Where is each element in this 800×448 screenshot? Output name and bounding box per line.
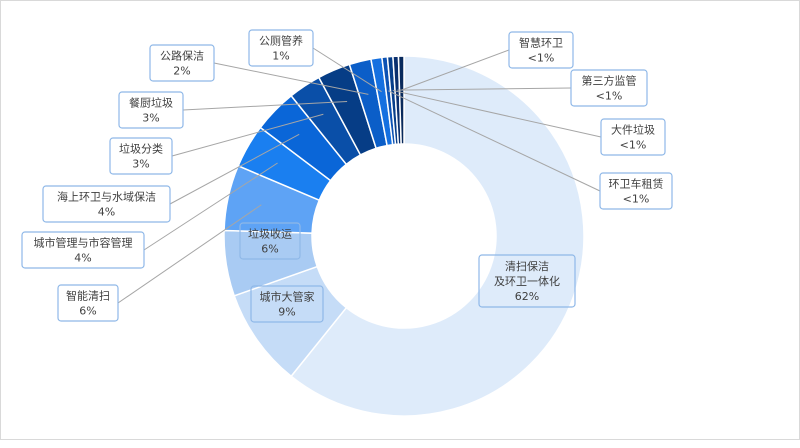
slice-name-label: 海上环卫与水域保洁 bbox=[57, 190, 156, 204]
leader-line-公厕管养 bbox=[312, 47, 382, 93]
label-box bbox=[57, 284, 119, 322]
label-box bbox=[42, 185, 171, 223]
slice-name-label: 智能清扫 bbox=[66, 289, 110, 303]
slice-percent-label: 4% bbox=[74, 252, 91, 265]
label-box bbox=[248, 29, 314, 67]
slice-name-label: 公厕管养 bbox=[259, 34, 303, 48]
slice-name-label: 城市管理与市容管理 bbox=[34, 236, 133, 250]
label-box bbox=[118, 91, 184, 129]
slice-percent-label: 3% bbox=[142, 112, 159, 125]
label-垃圾收运: 垃圾收运 6% bbox=[239, 222, 301, 260]
label-box bbox=[239, 222, 301, 260]
slice-name-label: 清扫保洁 bbox=[505, 259, 549, 273]
slice-percent-label: 62% bbox=[515, 290, 539, 303]
label-box bbox=[600, 118, 666, 156]
slice-清扫保洁及环卫一体化 bbox=[290, 55, 585, 417]
slice-name-label: 智慧环卫 bbox=[519, 36, 563, 50]
label-大件垃圾: 大件垃圾 <1% bbox=[600, 118, 666, 156]
slice-name-label: 垃圾收运 bbox=[248, 227, 292, 241]
slice-percent-label: 3% bbox=[132, 158, 149, 171]
leader-line-第三方监管 bbox=[397, 87, 572, 91]
label-公路保洁: 公路保洁 2% bbox=[149, 44, 215, 82]
label-餐厨垃圾: 餐厨垃圾 3% bbox=[118, 91, 184, 129]
label-海上环卫与水域保洁: 海上环卫与水域保洁 4% bbox=[42, 185, 171, 223]
slice-智慧环卫 bbox=[397, 55, 405, 145]
slice-percent-label: 1% bbox=[272, 50, 289, 63]
label-box bbox=[149, 44, 215, 82]
leader-line-智慧环卫 bbox=[401, 49, 510, 91]
slice-name-label: 第三方监管 bbox=[582, 74, 637, 88]
leader-line-餐厨垃圾 bbox=[182, 101, 348, 111]
slice-name-label: 公路保洁 bbox=[160, 49, 204, 63]
label-box bbox=[570, 69, 648, 107]
slice-name-label: 及环卫一体化 bbox=[494, 274, 560, 288]
label-城市大管家: 城市大管家 9% bbox=[250, 285, 324, 323]
slice-percent-label: 4% bbox=[98, 206, 115, 219]
leader-line-大件垃圾 bbox=[392, 89, 602, 138]
slice-percent-label: 6% bbox=[261, 243, 278, 256]
slice-percent-label: <1% bbox=[620, 139, 647, 152]
label-公厕管养: 公厕管养 1% bbox=[248, 29, 314, 67]
slice-percent-label: 9% bbox=[278, 306, 295, 319]
slice-name-label: 环卫车租赁 bbox=[609, 177, 664, 191]
label-第三方监管: 第三方监管 <1% bbox=[570, 69, 648, 107]
label-环卫车租赁: 环卫车租赁 <1% bbox=[599, 172, 673, 210]
slice-name-label: 餐厨垃圾 bbox=[129, 96, 173, 110]
slice-name-label: 垃圾分类 bbox=[119, 142, 163, 156]
label-box bbox=[250, 285, 324, 323]
slice-name-label: 大件垃圾 bbox=[611, 123, 655, 137]
slice-percent-label: <1% bbox=[528, 52, 555, 65]
slice-percent-label: <1% bbox=[623, 193, 650, 206]
slices-layer bbox=[223, 55, 585, 417]
leader-line-公路保洁 bbox=[213, 62, 369, 95]
slice-percent-label: <1% bbox=[596, 90, 623, 103]
label-智慧环卫: 智慧环卫 <1% bbox=[508, 31, 574, 69]
label-box bbox=[478, 254, 576, 308]
label-城市管理与市容管理: 城市管理与市容管理 4% bbox=[21, 231, 145, 269]
leader-line-城市管理与市容管理 bbox=[143, 162, 278, 251]
label-智能清扫: 智能清扫 6% bbox=[57, 284, 119, 322]
leader-line-环卫车租赁 bbox=[388, 90, 601, 192]
slice-name-label: 城市大管家 bbox=[260, 290, 315, 304]
label-box bbox=[599, 172, 673, 210]
label-box bbox=[21, 231, 145, 269]
leader-line-垃圾分类 bbox=[171, 113, 324, 157]
label-box bbox=[508, 31, 574, 69]
leaders-layer bbox=[117, 47, 602, 304]
slice-percent-label: 2% bbox=[173, 65, 190, 78]
leader-line-智能清扫 bbox=[117, 204, 262, 304]
label-box bbox=[109, 137, 173, 175]
slice-percent-label: 6% bbox=[79, 305, 96, 318]
leader-line-海上环卫与水域保洁 bbox=[169, 133, 300, 205]
label-垃圾分类: 垃圾分类 3% bbox=[109, 137, 173, 175]
